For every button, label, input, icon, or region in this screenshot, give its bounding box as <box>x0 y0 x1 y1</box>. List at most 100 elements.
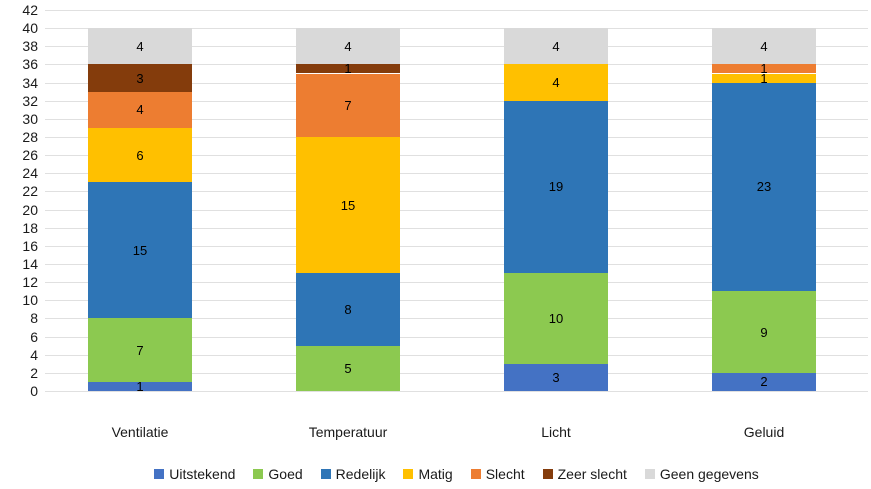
legend-item-slecht[interactable]: Slecht <box>470 466 525 482</box>
y-tick-label: 36 <box>22 56 38 72</box>
category-label-geluid: Geluid <box>743 424 785 440</box>
legend-swatch-icon <box>253 469 264 479</box>
bar-segment-ventilatie-geen-gegevens[interactable]: 4 <box>88 28 192 65</box>
legend-item-zeer-slecht[interactable]: Zeer slecht <box>542 466 627 482</box>
bar-segment-licht-redelijk[interactable]: 19 <box>504 100 608 274</box>
y-tick-label: 2 <box>30 365 38 381</box>
legend-swatch-icon <box>320 469 331 479</box>
legend: Uitstekend Goed Redelijk Matig Slecht Zeer sl… <box>45 466 868 482</box>
legend-label: Redelijk <box>335 466 386 482</box>
y-tick-label: 22 <box>22 183 38 199</box>
legend-item-matig[interactable]: Matig <box>403 466 453 482</box>
segment-value-label: 6 <box>136 147 144 163</box>
gridline <box>45 101 868 102</box>
gridline <box>45 337 868 338</box>
bar-segment-geluid-matig[interactable]: 1 <box>712 70 816 86</box>
y-tick-label: 24 <box>22 165 38 181</box>
gridline <box>45 210 868 211</box>
gridline <box>45 191 868 192</box>
y-tick-label: 18 <box>22 220 38 236</box>
bar-segment-geluid-geen-gegevens[interactable]: 4 <box>712 28 816 65</box>
segment-value-label: 15 <box>340 197 356 213</box>
segment-value-label: 1 <box>760 70 768 86</box>
category-label-ventilatie: Ventilatie <box>111 424 169 440</box>
segment-value-label: 10 <box>548 310 564 326</box>
y-tick-label: 32 <box>22 93 38 109</box>
segment-value-label: 7 <box>344 97 352 113</box>
y-tick-label: 34 <box>22 75 38 91</box>
bar-segment-ventilatie-slecht[interactable]: 4 <box>88 91 192 128</box>
y-tick-label: 42 <box>22 2 38 18</box>
gridline <box>45 83 868 84</box>
segment-value-label: 5 <box>344 360 352 376</box>
gridline <box>45 228 868 229</box>
segment-value-label: 1 <box>344 61 352 77</box>
bar-segment-ventilatie-zeer-slecht[interactable]: 3 <box>88 64 192 92</box>
gridline <box>45 355 868 356</box>
segment-value-label: 1 <box>136 378 144 394</box>
gridline <box>45 391 868 392</box>
legend-item-geen-gegevens[interactable]: Geen gegevens <box>644 466 759 482</box>
y-tick-label: 16 <box>22 238 38 254</box>
legend-swatch-icon <box>542 469 553 479</box>
legend-label: Geen gegevens <box>659 466 759 482</box>
segment-value-label: 4 <box>552 38 560 54</box>
y-tick-label: 4 <box>30 347 38 363</box>
gridline <box>45 246 868 247</box>
gridline <box>45 318 868 319</box>
gridline <box>45 282 868 283</box>
bar-segment-ventilatie-uitstekend[interactable]: 1 <box>88 378 192 394</box>
segment-value-label: 19 <box>548 179 564 195</box>
segment-value-label: 23 <box>756 179 772 195</box>
segment-value-label: 9 <box>760 324 768 340</box>
gridline <box>45 64 868 65</box>
y-tick-label: 8 <box>30 310 38 326</box>
bar-segment-licht-uitstekend[interactable]: 3 <box>504 363 608 391</box>
bar-segment-licht-matig[interactable]: 4 <box>504 64 608 101</box>
segment-value-label: 4 <box>552 75 560 91</box>
y-tick-label: 12 <box>22 274 38 290</box>
segment-value-label: 2 <box>760 374 768 390</box>
bar-segment-temperatuur-matig[interactable]: 15 <box>296 137 400 274</box>
legend-item-uitstekend[interactable]: Uitstekend <box>154 466 235 482</box>
bar-segment-ventilatie-goed[interactable]: 7 <box>88 318 192 382</box>
segment-value-label: 3 <box>136 70 144 86</box>
y-tick-label: 40 <box>22 20 38 36</box>
segment-value-label: 15 <box>132 242 148 258</box>
legend-label: Matig <box>418 466 453 482</box>
gridline <box>45 155 868 156</box>
bar-segment-ventilatie-matig[interactable]: 6 <box>88 127 192 183</box>
legend-label: Slecht <box>485 466 525 482</box>
bar-segment-geluid-uitstekend[interactable]: 2 <box>712 372 816 391</box>
segment-value-label: 4 <box>136 102 144 118</box>
category-label-licht: Licht <box>541 424 571 440</box>
bar-segment-ventilatie-redelijk[interactable]: 15 <box>88 182 192 319</box>
y-tick-label: 38 <box>22 38 38 54</box>
legend-item-goed[interactable]: Goed <box>253 466 303 482</box>
y-tick-label: 28 <box>22 129 38 145</box>
bar-segment-geluid-redelijk[interactable]: 23 <box>712 82 816 292</box>
legend-swatch-icon <box>154 469 165 479</box>
legend-swatch-icon <box>644 469 655 479</box>
gridline <box>45 46 868 47</box>
bar-segment-geluid-slecht[interactable]: 1 <box>712 62 816 75</box>
segment-value-label: 7 <box>136 342 144 358</box>
bar-segment-temperatuur-geen-gegevens[interactable]: 4 <box>296 28 400 65</box>
legend-label: Uitstekend <box>169 466 236 482</box>
legend-item-redelijk[interactable]: Redelijk <box>320 466 386 482</box>
gridline <box>45 173 868 174</box>
bar-segment-licht-geen-gegevens[interactable]: 4 <box>504 28 608 65</box>
bar-segment-temperatuur-slecht[interactable]: 7 <box>296 73 400 137</box>
legend-swatch-icon <box>470 469 481 479</box>
segment-value-label: 3 <box>552 369 560 385</box>
y-tick-label: 10 <box>22 292 38 308</box>
y-tick-label: 6 <box>30 329 38 345</box>
bar-segment-temperatuur-zeer-slecht[interactable]: 1 <box>296 61 400 77</box>
gridline <box>45 119 868 120</box>
bar-segment-temperatuur-goed[interactable]: 5 <box>296 345 400 391</box>
gridline <box>45 300 868 301</box>
bar-segment-temperatuur-redelijk[interactable]: 8 <box>296 273 400 346</box>
bar-segment-geluid-goed[interactable]: 9 <box>712 291 816 373</box>
bar-segment-licht-goed[interactable]: 10 <box>504 273 608 364</box>
